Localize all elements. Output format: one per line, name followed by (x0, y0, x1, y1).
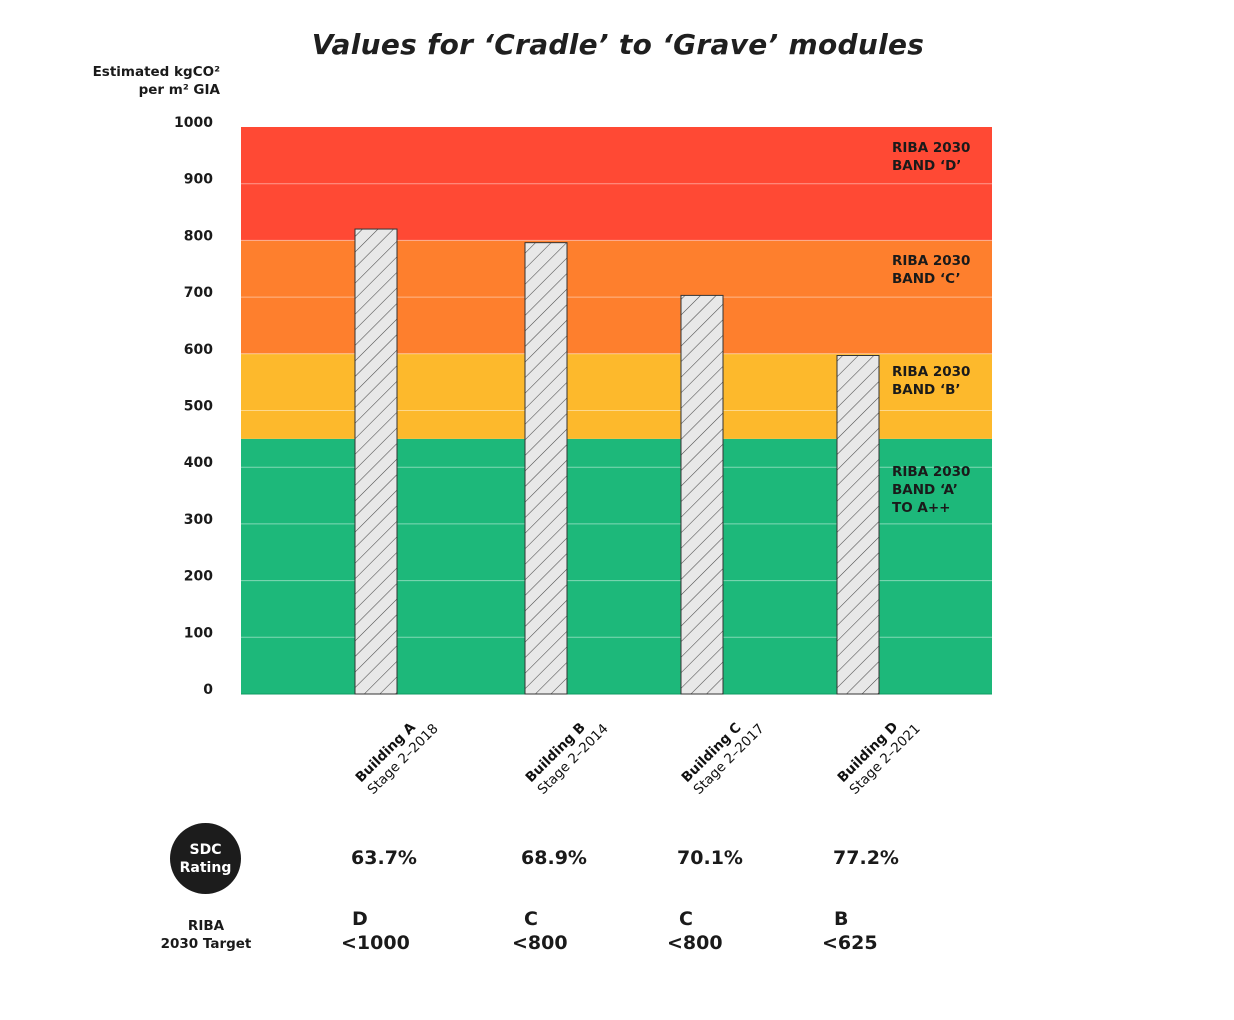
band-d (241, 127, 992, 241)
band-label-c: RIBA 2030 BAND ‘C’ (892, 253, 970, 287)
bar-building-d (836, 355, 880, 695)
y-tick-label: 600 (184, 342, 213, 358)
sdc-badge-line1: SDC (189, 841, 222, 858)
y-axis-title-line1: Estimated kgCO² (92, 64, 220, 80)
bar-building-c (680, 294, 724, 695)
sdc-rating-badge: SDC Rating (170, 823, 241, 894)
riba-target-band: C (679, 908, 693, 930)
sdc-value-building-b: 68.9% (521, 847, 587, 869)
riba-target-limit: <800 (512, 932, 568, 954)
bar-building-a (354, 228, 398, 695)
sdc-badge-line2: Rating (179, 859, 232, 876)
riba-target-band: B (834, 908, 849, 930)
riba-target-label-line1: RIBA (187, 918, 225, 934)
bar-chart: RIBA 2030 BAND ‘A’ TO A++ RIBA 2030 BAND ‘B’… (174, 115, 992, 798)
y-axis-ticks: 0 100 200 300 400 500 600 700 800 900 1000 (174, 115, 213, 698)
bars (354, 228, 880, 695)
riba-target-building-c: C <800 (667, 907, 723, 955)
riba-target-building-b: C <800 (512, 907, 568, 955)
y-tick-label: 1000 (174, 115, 213, 131)
y-tick-label: 0 (203, 682, 213, 698)
band-label-a: RIBA 2030 BAND ‘A’ TO A++ (892, 464, 970, 516)
band-labels: RIBA 2030 BAND ‘A’ TO A++ RIBA 2030 BAND ‘B’… (892, 140, 970, 516)
riba-target-limit: <800 (667, 932, 723, 954)
sdc-value-building-d: 77.2% (833, 847, 899, 869)
y-tick-label: 100 (184, 625, 213, 641)
riba-target-label-line2: 2030 Target (160, 936, 252, 952)
y-tick-label: 800 (184, 228, 213, 244)
riba-target-band: D (352, 908, 368, 930)
y-tick-label: 400 (184, 455, 213, 471)
y-tick-label: 300 (184, 512, 213, 528)
band-label-d: RIBA 2030 BAND ‘D’ (892, 140, 970, 174)
riba-target-building-a: D <1000 (341, 907, 410, 955)
y-tick-label: 700 (184, 285, 213, 301)
band-label-b: RIBA 2030 BAND ‘B’ (892, 364, 970, 398)
y-axis-title-line2: per m² GIA (138, 82, 220, 98)
sdc-value-building-a: 63.7% (351, 847, 417, 869)
chart-title: Values for ‘Cradle’ to ‘Grave’ modules (311, 28, 925, 61)
y-tick-label: 900 (184, 172, 213, 188)
riba-target-limit: <1000 (341, 932, 410, 954)
y-axis-title: Estimated kgCO² per m² GIA (60, 63, 220, 99)
y-tick-label: 200 (184, 569, 213, 585)
riba-target-band: C (524, 908, 538, 930)
riba-target-building-d: B <625 (822, 907, 878, 955)
riba-target-limit: <625 (822, 932, 878, 954)
y-tick-label: 500 (184, 399, 213, 415)
riba-target-label: RIBA 2030 Target (140, 917, 272, 953)
sdc-value-building-c: 70.1% (677, 847, 743, 869)
bar-building-b (524, 242, 568, 695)
